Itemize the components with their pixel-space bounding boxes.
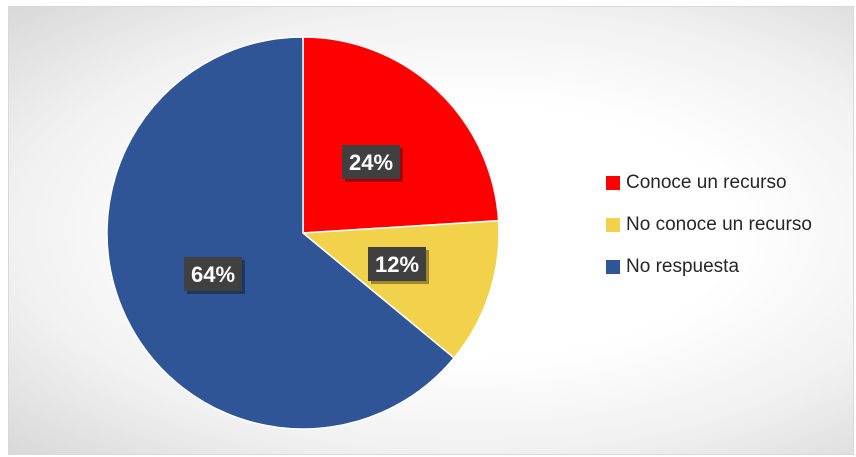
data-label-text: 12% [375, 252, 419, 277]
legend-label: No conoce un recurso [626, 214, 812, 235]
legend-item-conoce: Conoce un recurso [606, 172, 812, 194]
data-label: 24% [342, 145, 403, 182]
data-label: 64% [184, 257, 245, 294]
legend-item-no-respuesta: No respuesta [606, 256, 812, 278]
pie-slice [302, 36, 500, 234]
legend-label: No respuesta [626, 256, 740, 277]
legend-swatch [606, 218, 620, 232]
legend: Conoce un recurso No conoce un recurso N… [606, 172, 812, 298]
legend-swatch [606, 260, 620, 274]
pie-slice [106, 36, 456, 430]
legend-item-no-conoce: No conoce un recurso [606, 214, 812, 236]
data-label-box [368, 247, 426, 281]
data-label-box [342, 145, 400, 179]
data-label-box [184, 257, 242, 291]
data-label-text: 64% [191, 262, 235, 287]
legend-swatch [606, 176, 620, 190]
data-label: 12% [368, 247, 429, 284]
pie-slice [301, 219, 500, 359]
data-labels: 24% 12% 64% [184, 145, 429, 294]
data-label-text: 24% [349, 150, 393, 175]
legend-label: Conoce un recurso [626, 172, 787, 193]
pie-slices [106, 36, 500, 430]
